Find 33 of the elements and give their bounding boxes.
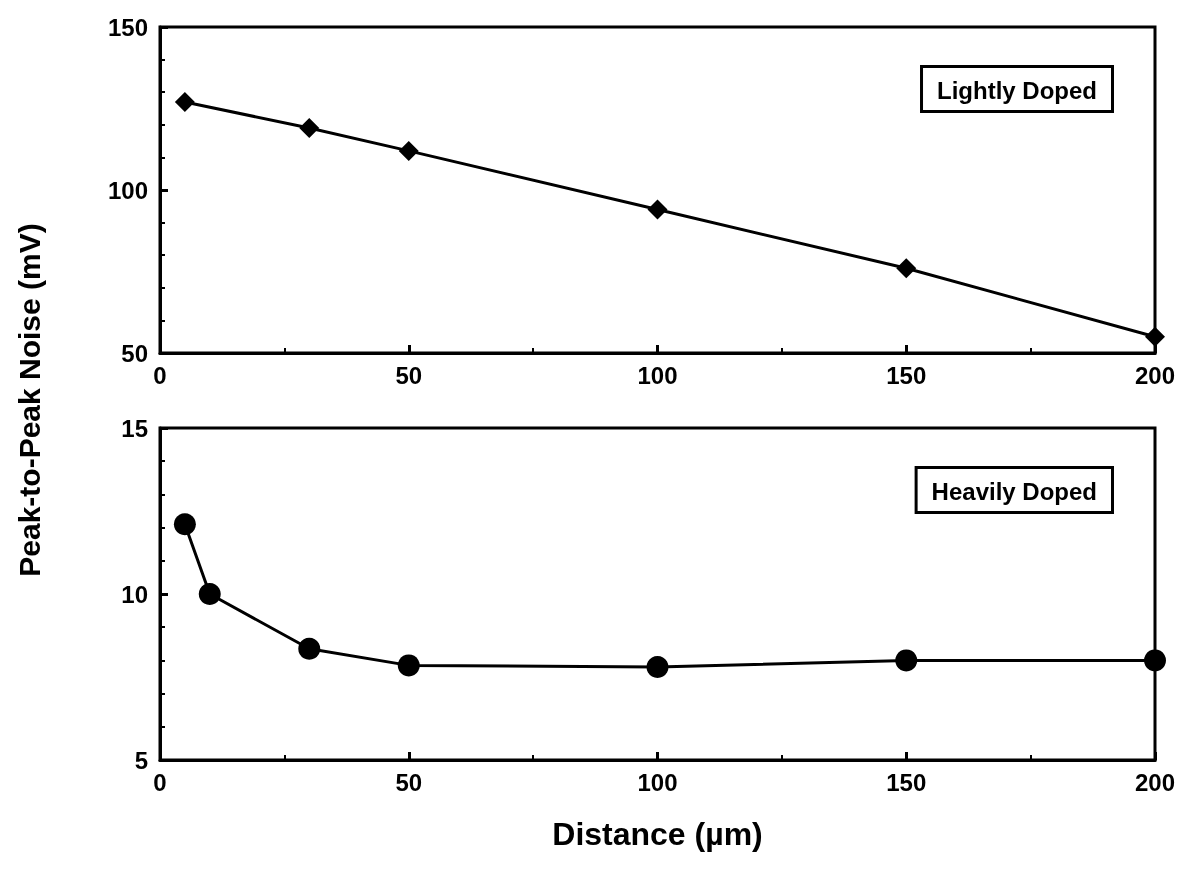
x-tick-label: 150 — [886, 361, 927, 389]
x-tick-label: 150 — [886, 768, 927, 796]
point — [647, 199, 668, 220]
annotation: Heavily Doped — [931, 477, 1097, 505]
y-tick-label: 15 — [121, 414, 148, 442]
x-tick-label: 100 — [637, 768, 678, 796]
x-tick-label: 50 — [395, 768, 423, 796]
x-axis-title: Distance (µm) — [552, 816, 763, 852]
y-tick-label: 10 — [121, 580, 148, 608]
x-tick-label: 100 — [637, 361, 678, 389]
point — [298, 637, 321, 660]
point — [397, 654, 420, 677]
point — [299, 118, 320, 139]
point — [174, 91, 195, 112]
y-tick-label: 150 — [107, 13, 148, 41]
point — [896, 258, 917, 279]
annotation: Lightly Doped — [937, 76, 1097, 104]
x-tick-label: 0 — [153, 768, 167, 796]
x-tick-label: 50 — [395, 361, 423, 389]
y-tick-label: 100 — [107, 176, 148, 204]
x-tick-label: 0 — [153, 361, 167, 389]
point — [198, 583, 221, 605]
point — [646, 656, 669, 679]
point — [173, 513, 196, 536]
point — [1145, 326, 1165, 347]
point — [1144, 649, 1166, 672]
y-tick-label: 5 — [134, 746, 148, 774]
point — [895, 649, 918, 672]
x-tick-label: 200 — [1134, 361, 1176, 389]
y-tick-label: 50 — [121, 339, 148, 367]
x-tick-label: 200 — [1134, 768, 1176, 796]
y-axis-title: Peak-to-Peak Noise (mV) — [13, 223, 47, 577]
point — [398, 140, 419, 161]
